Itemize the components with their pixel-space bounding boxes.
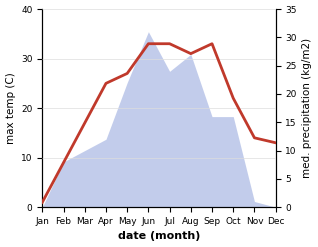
X-axis label: date (month): date (month) [118,231,200,242]
Y-axis label: max temp (C): max temp (C) [5,72,16,144]
Y-axis label: med. precipitation (kg/m2): med. precipitation (kg/m2) [302,38,313,178]
